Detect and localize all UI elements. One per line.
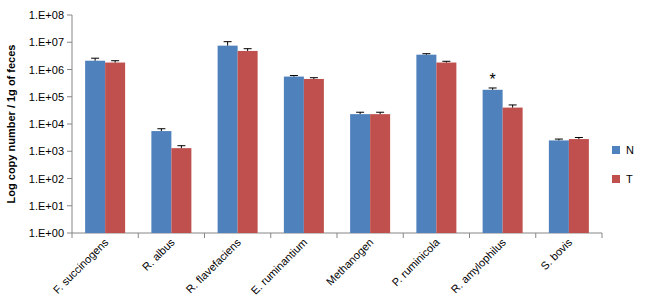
x-tick-label: R. amylophilus xyxy=(449,236,509,296)
chart: 1.E+00 1.E+01 1.E+02 1.E+03 1.E+04 1.E+05 1.E+… xyxy=(0,0,666,304)
x-tick xyxy=(138,233,139,238)
y-tick-label: 1.E+07 xyxy=(29,36,64,48)
x-tick xyxy=(72,233,73,238)
error-bar xyxy=(376,112,384,114)
error-bar xyxy=(422,53,430,55)
bar xyxy=(284,77,304,233)
bar xyxy=(105,63,125,233)
bar xyxy=(171,148,191,233)
bar xyxy=(85,61,105,233)
y-tick-label: 1.E+01 xyxy=(29,200,64,212)
annotation: * xyxy=(490,71,496,88)
bar xyxy=(151,131,171,233)
y-tick-label: 1.E+06 xyxy=(29,64,64,76)
y-tick xyxy=(67,42,72,43)
x-tick xyxy=(469,233,470,238)
x-tick-label: P. ruminicola xyxy=(389,235,442,288)
legend-swatch xyxy=(612,146,620,154)
legend-swatch xyxy=(612,175,620,183)
bar xyxy=(569,139,589,233)
legend-label: T xyxy=(626,173,633,185)
error-bars xyxy=(91,42,583,148)
y-tick xyxy=(67,96,72,97)
y-tick xyxy=(67,233,72,234)
y-tick xyxy=(67,69,72,70)
error-bar xyxy=(111,61,119,63)
error-bar xyxy=(442,61,450,62)
y-tick xyxy=(67,124,72,125)
legend-label: N xyxy=(626,144,634,156)
y-tick xyxy=(67,151,72,152)
bar xyxy=(549,140,569,233)
bar xyxy=(503,108,523,233)
x-tick-label: R. flavefaciens xyxy=(184,236,244,296)
y-tick xyxy=(67,178,72,179)
bar xyxy=(436,63,456,233)
bar xyxy=(304,79,324,233)
bars xyxy=(85,46,589,233)
y-tick-label: 1.E+03 xyxy=(29,145,64,157)
y-tick xyxy=(67,15,72,16)
error-bar xyxy=(91,58,99,61)
error-bar xyxy=(224,42,232,46)
bar xyxy=(218,46,238,233)
x-tick-label: R. albus xyxy=(140,236,177,273)
x-tick-label: S. bovis xyxy=(538,236,575,273)
error-bar xyxy=(555,139,563,140)
x-tick-label: E. ruminantium xyxy=(248,236,309,297)
y-axis-label: Log copy number / 1g of feces xyxy=(5,45,17,204)
x-tick-label: F. succinogens xyxy=(51,236,111,296)
error-bar xyxy=(310,78,318,79)
error-bar xyxy=(509,105,517,108)
x-tick xyxy=(270,233,271,238)
bar xyxy=(370,114,390,233)
x-tick xyxy=(535,233,536,238)
bar xyxy=(483,90,503,233)
error-bar xyxy=(244,49,252,51)
error-bar xyxy=(489,88,497,90)
bar xyxy=(416,55,436,233)
bar xyxy=(238,51,258,233)
x-tick xyxy=(403,233,404,238)
y-tick-label: 1.E+02 xyxy=(29,173,64,185)
bar xyxy=(350,114,370,233)
error-bar xyxy=(575,137,583,139)
y-tick-label: 1.E+05 xyxy=(29,91,64,103)
x-tick xyxy=(602,233,603,238)
y-axis xyxy=(72,15,73,233)
x-tick xyxy=(337,233,338,238)
y-tick-label: 1.E+08 xyxy=(29,9,64,21)
y-tick-label: 1.E+00 xyxy=(29,227,64,239)
x-tick xyxy=(204,233,205,238)
error-bar xyxy=(177,146,185,148)
error-bar xyxy=(356,112,364,114)
error-bar xyxy=(290,76,298,77)
y-tick-label: 1.E+04 xyxy=(29,118,64,130)
error-bar xyxy=(157,129,165,131)
x-tick-label: Methanogen xyxy=(324,236,376,288)
y-tick xyxy=(67,205,72,206)
chart-container: 1.E+00 1.E+01 1.E+02 1.E+03 1.E+04 1.E+05 1.E+… xyxy=(0,0,666,304)
